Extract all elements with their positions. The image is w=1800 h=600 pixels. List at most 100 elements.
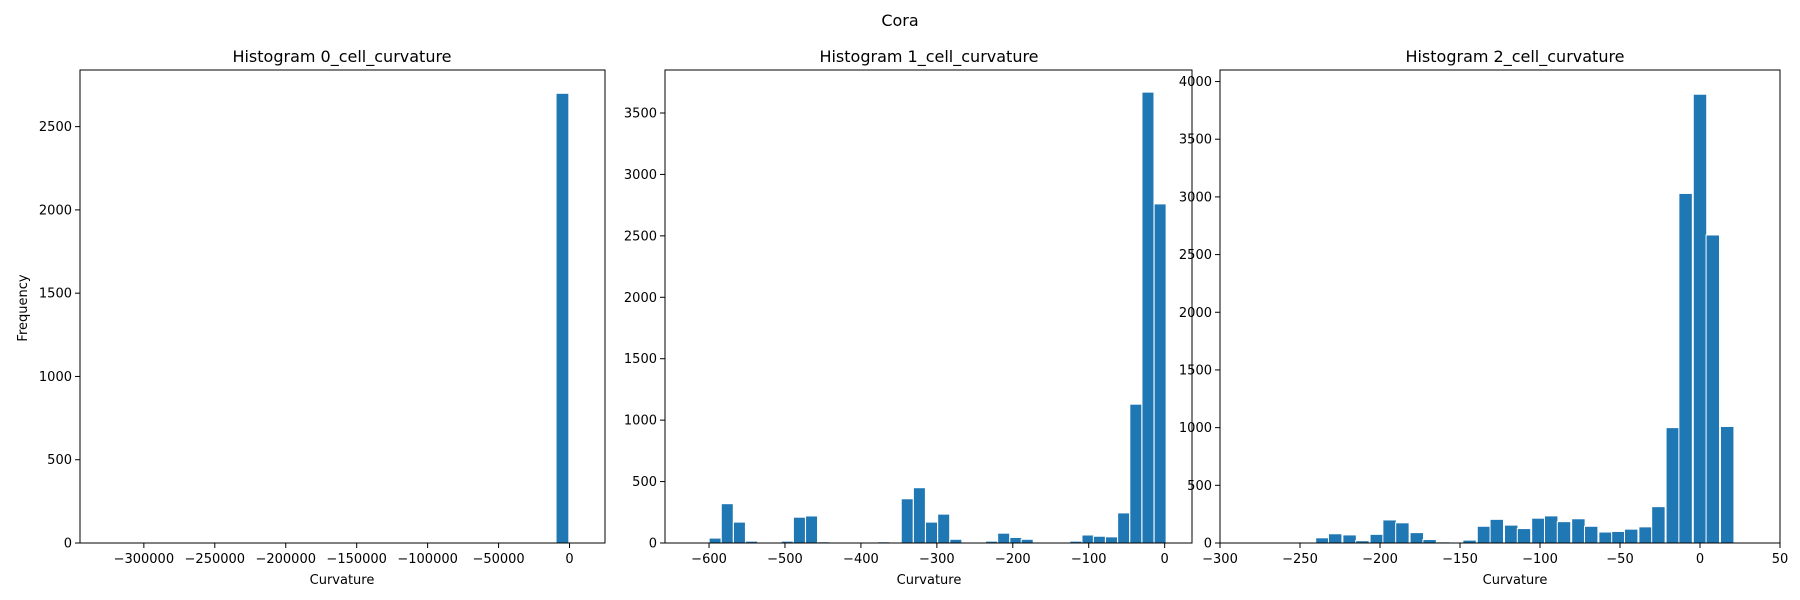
panel-0-title: Histogram 0_cell_curvature [232, 47, 451, 67]
histogram-1-bar [1009, 536, 1023, 544]
histogram-2-bar [1327, 533, 1343, 544]
histogram-2-bar [1651, 506, 1666, 544]
figure-title: Cora [881, 11, 918, 30]
panel-2-xtick-label: −150 [1442, 552, 1478, 567]
panel-2-ytick-label: 1000 [1179, 421, 1212, 436]
panel-1-xtick-label: −200 [995, 552, 1031, 567]
histogram-2-bar [1531, 517, 1546, 544]
histogram-2-bar [1342, 534, 1357, 544]
panel-2-ytick-label: 0 [1204, 537, 1212, 552]
histogram-2-bar [1598, 531, 1613, 544]
panel-1-xtick-label: 0 [1161, 552, 1169, 567]
histogram-2-bar [1503, 524, 1519, 544]
panel-2-ytick-label: 4000 [1179, 75, 1212, 90]
panel-2-ytick-label: 3000 [1179, 190, 1212, 205]
histogram-2-bar [1315, 537, 1330, 544]
histogram-1-bar [1141, 91, 1155, 544]
histogram-2-bar [1395, 522, 1410, 544]
panel-1-xtick-label: −300 [919, 552, 955, 567]
panel-1-title: Histogram 1_cell_curvature [819, 47, 1038, 67]
panel-0-ytick-label: 2000 [39, 203, 72, 218]
histogram-1-bar [1105, 536, 1119, 544]
panel-1-xtick-label: −600 [691, 552, 727, 567]
histogram-1-bar [708, 537, 722, 544]
panel-1-xlabel: Curvature [897, 573, 962, 588]
histogram-2-bar [1665, 427, 1681, 544]
panel-1-ytick-label: 3000 [624, 168, 657, 183]
histogram-2-bar [1623, 528, 1639, 544]
histogram-1-bar [900, 498, 914, 544]
panel-2-xtick-label: −200 [1362, 552, 1398, 567]
histogram-1-bar [1020, 538, 1034, 544]
histogram-2-bar [1571, 518, 1586, 544]
panel-0-xtick-label: −150000 [326, 552, 387, 567]
histogram-1-bar [1117, 512, 1131, 544]
histogram-2-bar [1611, 530, 1626, 544]
panel-1-axes-frame [664, 69, 1193, 544]
panel-1-ytick-label: 500 [632, 475, 657, 490]
panel-2-xlabel: Curvature [1483, 573, 1548, 588]
panel-2-axes-frame [1219, 69, 1781, 544]
panel-1-xtick-label: −400 [843, 552, 879, 567]
histogram-1-bar [925, 521, 939, 544]
panel-0-xtick-label: −100000 [397, 552, 458, 567]
panel-0-ytick-label: 1000 [39, 370, 72, 385]
panel-0-axes-frame [79, 69, 606, 544]
histogram-2-bar [1556, 521, 1572, 544]
panel-2-xtick-label: −100 [1522, 552, 1558, 567]
panel-0-ytick-label: 1500 [39, 287, 72, 302]
histogram-2-bar [1543, 515, 1559, 544]
histogram-0-bar [555, 92, 570, 544]
panel-2-xtick-label: −50 [1606, 552, 1633, 567]
histogram-2-bar [1678, 192, 1693, 544]
panel-0-xtick-label: −50000 [472, 552, 524, 567]
histogram-1-bar [720, 503, 734, 544]
histogram-1-bar [949, 538, 963, 544]
panel-1-ytick-label: 3500 [624, 107, 657, 122]
histogram-2-bar [1489, 518, 1505, 544]
panel-2-ytick-label: 500 [1187, 479, 1212, 494]
panel-2-title: Histogram 2_cell_curvature [1405, 47, 1624, 67]
histogram-panel-1: Histogram 1_cell_curvature Curvature −60… [624, 47, 1193, 588]
histogram-2-bar [1692, 93, 1708, 544]
histogram-panel-0: Histogram 0_cell_curvature Curvature Fre… [16, 47, 606, 588]
histogram-2-bar [1476, 525, 1492, 544]
histogram-2-bar [1409, 532, 1425, 544]
histogram-1-bar [1092, 535, 1106, 544]
histogram-1-bar [1081, 534, 1095, 544]
panel-2-ytick-label: 2500 [1179, 248, 1212, 263]
histogram-1-bar [1129, 403, 1143, 544]
histogram-2-bar [1422, 539, 1437, 544]
panel-0-ytick-label: 500 [47, 453, 72, 468]
histogram-2-bar [1719, 425, 1735, 544]
histogram-2-bar [1705, 234, 1721, 544]
panel-1-ytick-label: 0 [649, 537, 657, 552]
histogram-2-bar [1382, 519, 1397, 544]
panel-1-ytick-label: 2500 [624, 229, 657, 244]
panel-1-ytick-label: 1000 [624, 414, 657, 429]
histogram-2-bar [1638, 526, 1653, 544]
panel-2-ytick-label: 3500 [1179, 133, 1212, 148]
panel-0-xtick-label: −200000 [255, 552, 316, 567]
histogram-1-bar [937, 513, 951, 544]
histogram-2-bar [1516, 528, 1532, 544]
histogram-panel-2: Histogram 2_cell_curvature Curvature −30… [1179, 47, 1788, 588]
panel-1-ytick-label: 2000 [624, 291, 657, 306]
panel-2-ytick-label: 2000 [1179, 306, 1212, 321]
histogram-1-bar [732, 521, 746, 544]
panel-1-ytick-label: 1500 [624, 352, 657, 367]
histogram-2-bar [1369, 533, 1385, 544]
panel-1-xtick-label: −100 [1071, 552, 1107, 567]
histogram-1-bar [1153, 203, 1167, 544]
panel-0-xtick-label: 0 [565, 552, 573, 567]
panel-0-xtick-label: −250000 [185, 552, 246, 567]
histogram-2-bar [1583, 525, 1599, 544]
panel-0-ylabel: Frequency [16, 274, 31, 341]
panel-0-xlabel: Curvature [310, 573, 375, 588]
panel-0-ytick-label: 2500 [39, 120, 72, 135]
panel-0-ytick-label: 0 [64, 537, 72, 552]
panel-0-xtick-label: −300000 [114, 552, 175, 567]
panel-2-ytick-label: 1500 [1179, 363, 1212, 378]
panel-2-xtick-label: −300 [1202, 552, 1238, 567]
